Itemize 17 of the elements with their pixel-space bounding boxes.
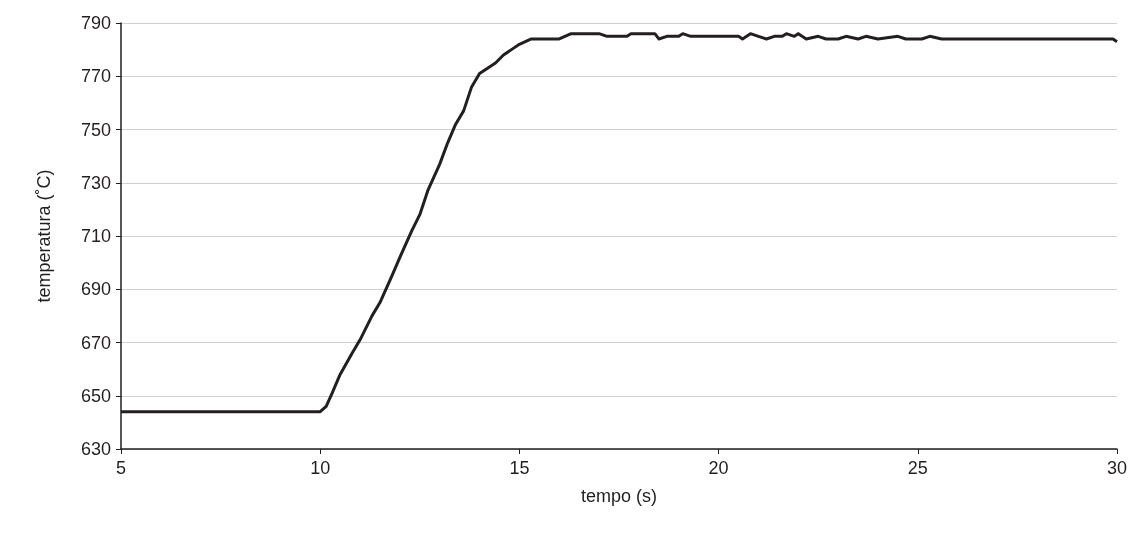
x-tick-label: 20 [708, 458, 729, 478]
x-axis-title: tempo (s) [580, 486, 658, 506]
y-tick-label: 630 [80, 439, 111, 459]
y-tick-label: 670 [80, 332, 111, 353]
x-tick-label: 30 [1106, 458, 1128, 478]
y-tick-label: 710 [80, 226, 111, 246]
y-tick-label: 770 [80, 66, 111, 87]
y-tick-label: 750 [80, 119, 111, 140]
y-axis-title: temperatura (˚C) [34, 169, 54, 303]
y-tick-label: 730 [80, 172, 111, 193]
y-tick-label: 790 [80, 13, 111, 33]
x-tick-label: 25 [907, 458, 928, 478]
x-tick-label: 15 [509, 458, 530, 478]
y-tick-label: 690 [80, 279, 111, 300]
y-tick-label: 650 [80, 385, 111, 406]
x-tick-label: 10 [310, 458, 331, 478]
x-tick-label: 5 [115, 458, 127, 478]
